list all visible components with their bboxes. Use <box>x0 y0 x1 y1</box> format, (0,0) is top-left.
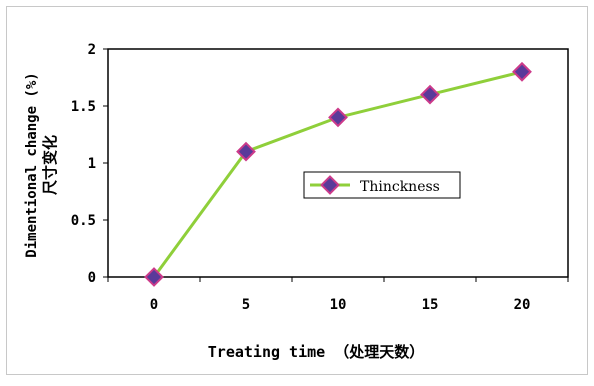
data-point <box>420 84 440 105</box>
x-tick-label: 5 <box>242 297 250 313</box>
data-point <box>328 107 348 128</box>
legend: Thinckness <box>303 171 461 199</box>
y-tick-label: 1 <box>88 156 96 172</box>
x-tick-label: 0 <box>150 297 158 313</box>
series-layer <box>144 61 532 287</box>
x-axis: 0 5 10 15 20 <box>107 277 569 313</box>
data-point <box>144 267 164 287</box>
y-tick-label: 1.5 <box>71 99 96 115</box>
x-axis-label: Treating time （处理天数） <box>208 343 424 361</box>
y-axis-label-cn: 尺寸变化 <box>41 135 59 195</box>
x-tick-label: 15 <box>422 297 439 313</box>
x-tick-label: 10 <box>330 297 347 313</box>
y-tick-label: 0 <box>88 270 96 286</box>
data-point <box>236 141 256 162</box>
y-axis: 0 0.5 1 1.5 2 <box>71 42 108 286</box>
y-axis-label: Dimentional change (%) <box>24 72 40 257</box>
legend-label: Thinckness <box>360 179 440 195</box>
y-tick-label: 2 <box>88 42 96 58</box>
plot-area <box>107 48 569 278</box>
legend-marker <box>320 175 340 195</box>
x-tick-label: 20 <box>514 297 531 313</box>
data-point <box>512 61 532 82</box>
y-tick-label: 0.5 <box>71 213 96 229</box>
